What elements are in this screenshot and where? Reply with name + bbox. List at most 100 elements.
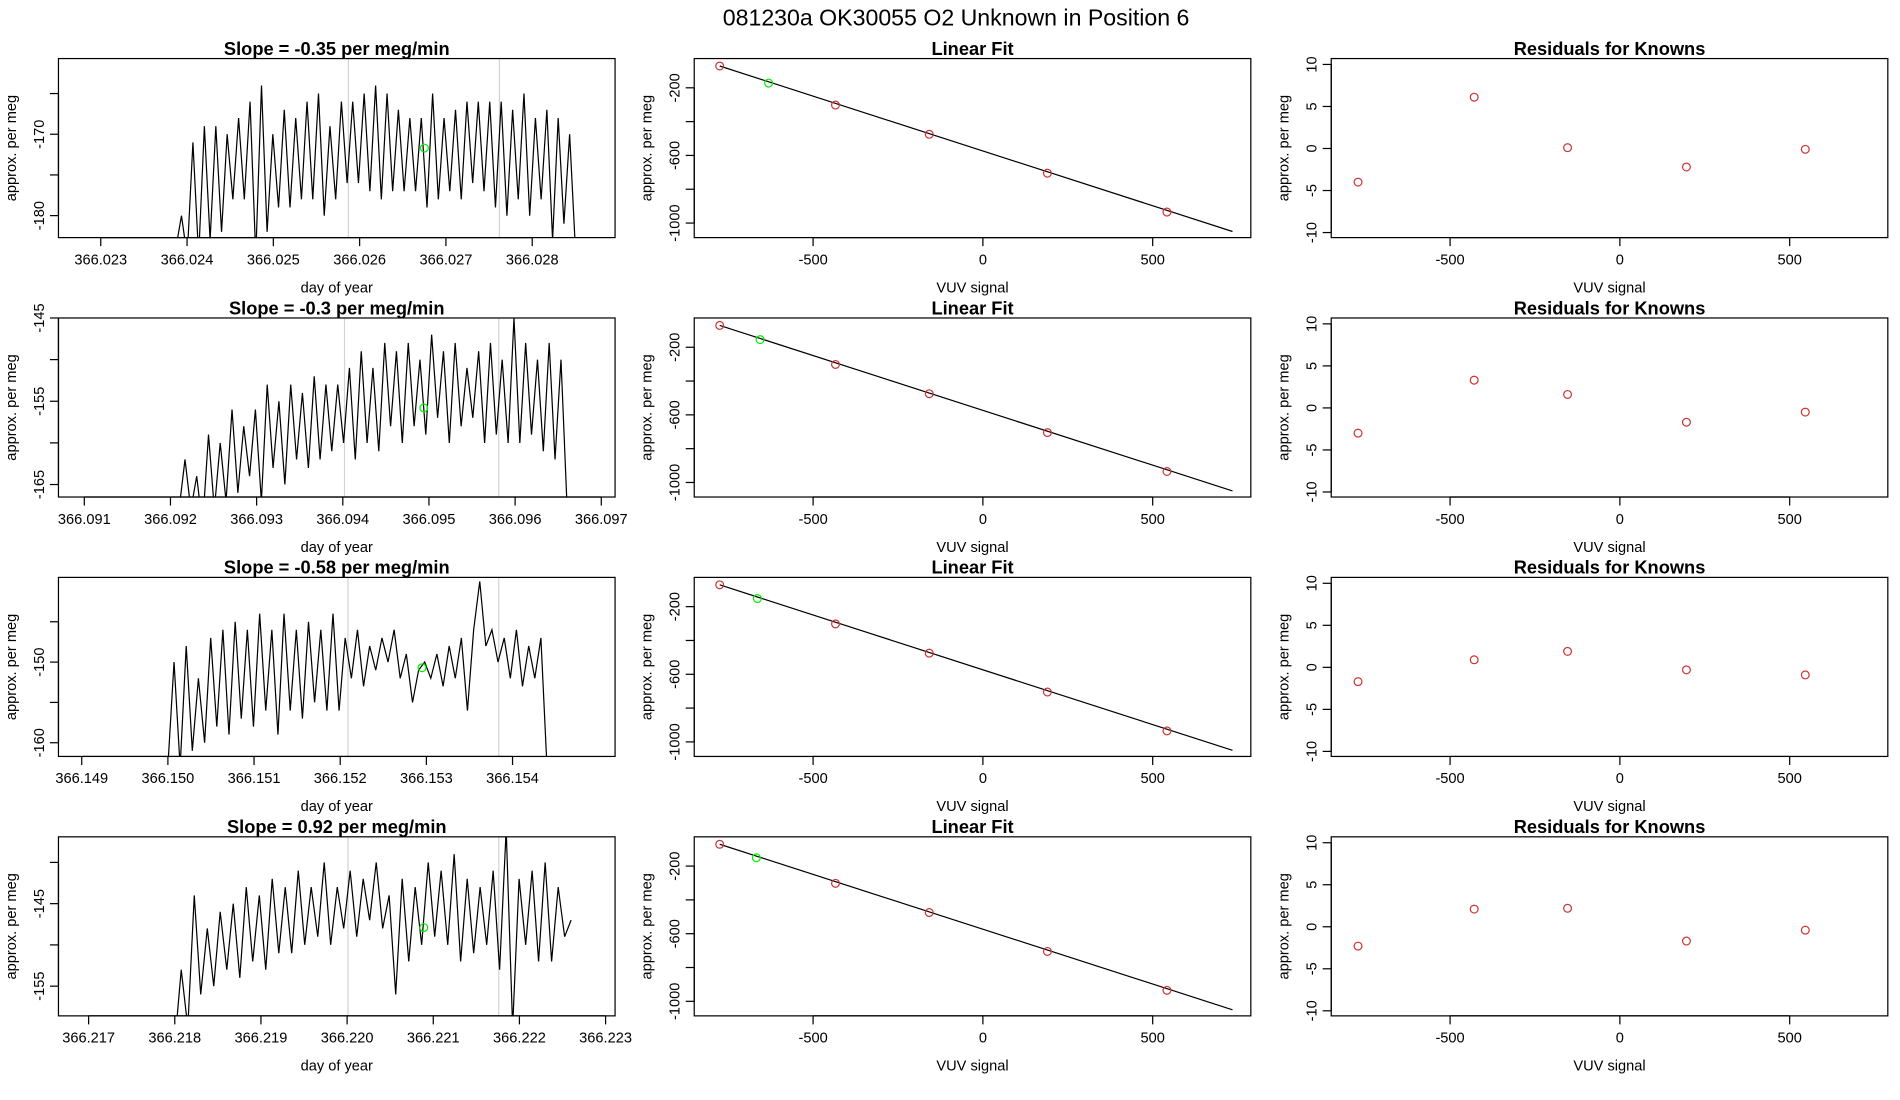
plot-area bbox=[715, 580, 1233, 751]
plot-area bbox=[167, 577, 548, 757]
y-tick-label: -600 bbox=[668, 919, 684, 948]
panel-3-0: Slope = 0.92 per meg/min day of year appro… bbox=[4, 816, 632, 1075]
unknown-point bbox=[419, 403, 429, 413]
y-tick-label: -600 bbox=[668, 660, 684, 689]
known-point bbox=[715, 320, 725, 330]
y-axis-label: approx. per meg bbox=[640, 95, 656, 201]
time-series-line bbox=[176, 836, 572, 1016]
known-point bbox=[830, 100, 841, 110]
y-axis-label: approx. per meg bbox=[640, 354, 656, 460]
plot-box bbox=[1330, 576, 1889, 758]
known-point bbox=[1162, 466, 1172, 476]
x-tick-label: 366.153 bbox=[400, 771, 453, 787]
known-point bbox=[830, 878, 841, 888]
known-point bbox=[1042, 168, 1052, 178]
x-tick-label: 0 bbox=[1616, 771, 1624, 787]
panel-title: Residuals for Knowns bbox=[1514, 816, 1706, 837]
y-axis-label: approx. per meg bbox=[4, 873, 20, 979]
y-axis-label: approx. per meg bbox=[1277, 95, 1293, 201]
y-tick-label: 0 bbox=[1305, 663, 1321, 671]
known-point bbox=[830, 359, 841, 369]
fit-line bbox=[719, 324, 1233, 492]
x-tick-label: 0 bbox=[979, 512, 987, 528]
residual-point bbox=[1800, 407, 1810, 417]
plot-box bbox=[57, 836, 616, 1017]
y-tick-label: -5 bbox=[1305, 184, 1321, 197]
residual-point bbox=[1469, 375, 1479, 385]
x-tick-label: 366.150 bbox=[141, 771, 194, 787]
x-tick-label: -500 bbox=[1435, 252, 1464, 268]
x-tick-label: -500 bbox=[798, 252, 827, 268]
plot-area bbox=[1353, 646, 1810, 687]
unknown-point bbox=[755, 335, 765, 345]
time-series-line bbox=[177, 85, 576, 238]
x-tick-label: 366.149 bbox=[55, 771, 108, 787]
x-tick-label: 366.028 bbox=[506, 252, 559, 268]
y-tick-label: -5 bbox=[1305, 962, 1321, 975]
x-axis-label: VUV signal bbox=[1573, 799, 1645, 815]
panel-1-1: Linear Fit VUV signal approx. per meg -500 0… bbox=[640, 297, 1252, 556]
y-tick-label: -1000 bbox=[668, 983, 684, 1020]
residual-point bbox=[1563, 143, 1573, 153]
panel-title: Linear Fit bbox=[931, 38, 1013, 59]
plot-area bbox=[179, 317, 568, 498]
y-tick-label: 0 bbox=[1305, 144, 1321, 152]
x-tick-label: 366.097 bbox=[575, 512, 628, 528]
unknown-point bbox=[764, 78, 774, 88]
x-tick-label: -500 bbox=[798, 771, 827, 787]
x-tick-label: -500 bbox=[1435, 1031, 1464, 1047]
known-point bbox=[924, 908, 934, 918]
figure-title: 081230a OK30055 O2 Unknown in Position 6 bbox=[723, 5, 1190, 31]
residual-point bbox=[1469, 92, 1479, 102]
panel-1-0: Slope = -0.3 per meg/min day of year appro… bbox=[4, 297, 628, 556]
y-tick-label: -200 bbox=[668, 851, 684, 880]
x-tick-label: 366.220 bbox=[321, 1031, 374, 1047]
panel-3-1: Linear Fit VUV signal approx. per meg -500 0… bbox=[640, 816, 1252, 1075]
y-tick-label: 10 bbox=[1305, 835, 1321, 851]
panel-title: Residuals for Knowns bbox=[1514, 38, 1706, 59]
y-tick-label: -200 bbox=[668, 333, 684, 362]
y-tick-label: -200 bbox=[668, 592, 684, 621]
plot-box bbox=[1330, 836, 1889, 1017]
x-axis-label: day of year bbox=[301, 280, 373, 296]
residual-point bbox=[1681, 665, 1691, 675]
unknown-point bbox=[752, 594, 762, 604]
residual-point bbox=[1469, 655, 1479, 665]
residual-point bbox=[1353, 677, 1363, 687]
x-tick-label: 0 bbox=[1616, 1031, 1624, 1047]
plot-box bbox=[1330, 57, 1889, 239]
y-tick-label: -165 bbox=[32, 470, 48, 499]
y-tick-label: 10 bbox=[1305, 575, 1321, 591]
x-tick-label: 366.218 bbox=[148, 1031, 201, 1047]
y-tick-label: -170 bbox=[32, 120, 48, 149]
x-tick-label: 366.093 bbox=[230, 512, 283, 528]
residual-point bbox=[1563, 903, 1573, 913]
known-point bbox=[924, 389, 934, 399]
residual-point bbox=[1353, 177, 1363, 187]
plot-area bbox=[177, 58, 576, 238]
x-tick-label: 366.027 bbox=[420, 252, 473, 268]
x-tick-label: -500 bbox=[1435, 771, 1464, 787]
known-point bbox=[924, 129, 934, 139]
panel-title: Linear Fit bbox=[931, 297, 1013, 318]
y-tick-label: -10 bbox=[1305, 741, 1321, 762]
y-tick-label: -10 bbox=[1305, 481, 1321, 502]
plot-area bbox=[715, 839, 1233, 1011]
known-point bbox=[715, 839, 725, 849]
x-axis-label: day of year bbox=[301, 1059, 373, 1075]
x-axis-label: VUV signal bbox=[936, 1059, 1008, 1075]
y-tick-label: 5 bbox=[1305, 621, 1321, 629]
y-tick-label: -600 bbox=[668, 400, 684, 429]
x-axis-label: VUV signal bbox=[1573, 540, 1645, 556]
plot-box bbox=[1330, 317, 1889, 498]
x-axis-label: VUV signal bbox=[936, 799, 1008, 815]
x-tick-label: 0 bbox=[979, 252, 987, 268]
plot-area bbox=[176, 836, 572, 1016]
known-point bbox=[1042, 687, 1052, 697]
known-point bbox=[1042, 946, 1052, 956]
y-axis-label: approx. per meg bbox=[1277, 354, 1293, 460]
panel-title: Residuals for Knowns bbox=[1514, 557, 1706, 578]
x-tick-label: 366.217 bbox=[62, 1031, 115, 1047]
known-point bbox=[715, 61, 725, 71]
